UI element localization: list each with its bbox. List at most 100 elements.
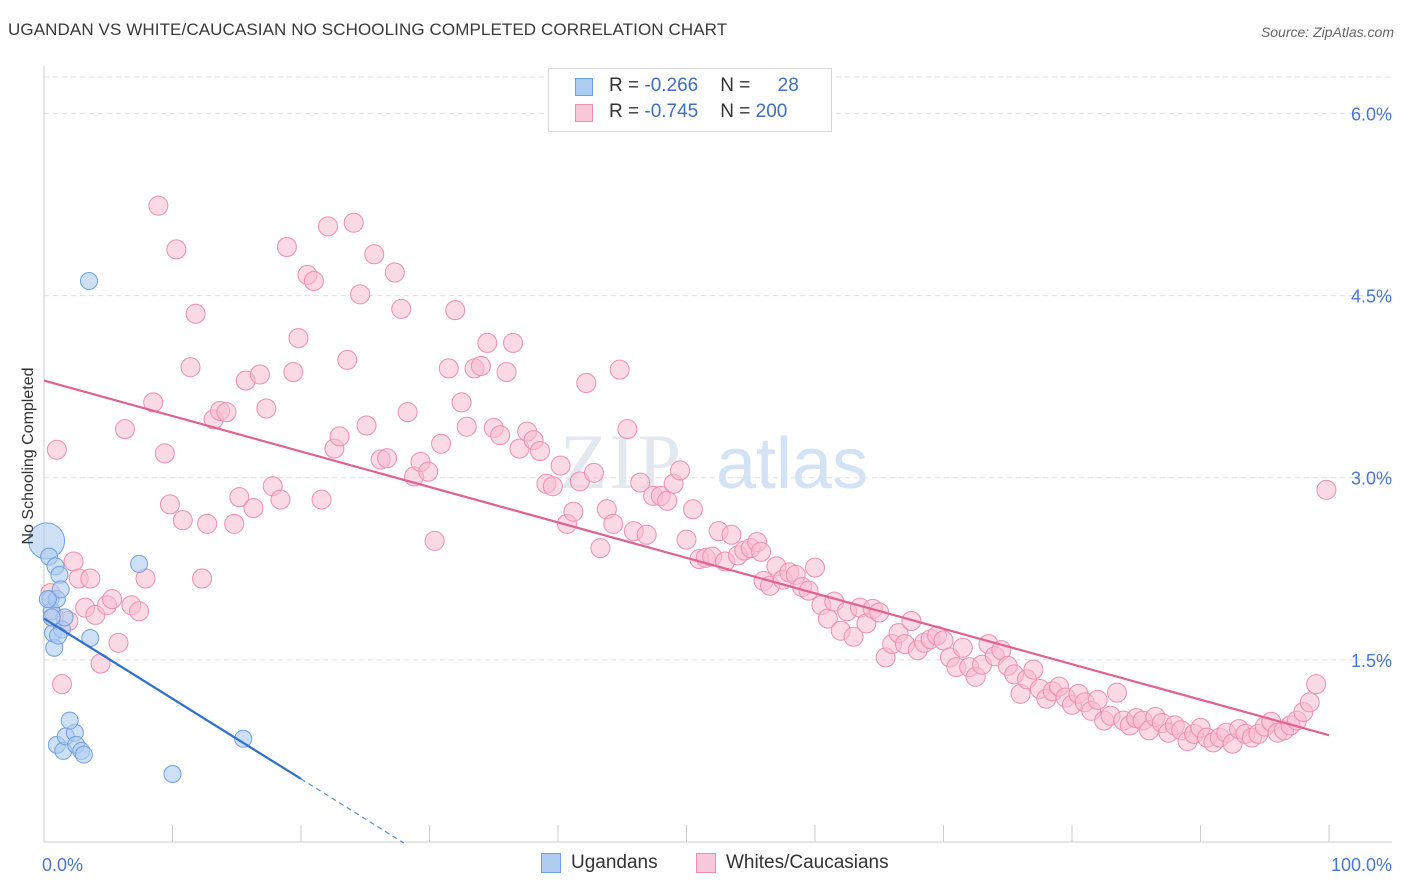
legend-r-label: R = bbox=[609, 101, 645, 122]
data-point-white bbox=[63, 551, 84, 572]
data-point-white bbox=[303, 271, 324, 291]
x-tick-label: 0.0% bbox=[42, 855, 83, 875]
data-point-white bbox=[283, 362, 304, 383]
data-point-white bbox=[438, 358, 459, 379]
data-point-white bbox=[1087, 689, 1108, 710]
data-point-white bbox=[636, 524, 657, 545]
data-point-white bbox=[496, 362, 517, 383]
data-point-white bbox=[1106, 682, 1127, 703]
data-point-ugandan bbox=[49, 626, 68, 645]
data-point-white bbox=[270, 489, 291, 510]
watermark-atlas: atlas bbox=[716, 424, 868, 504]
data-point-white bbox=[249, 364, 270, 385]
data-point-white bbox=[676, 529, 697, 550]
data-point-white bbox=[590, 538, 611, 559]
regression-line-ugandans bbox=[43, 617, 302, 780]
data-point-white bbox=[550, 455, 571, 476]
legend-n-value: 28 bbox=[777, 75, 799, 96]
data-point-white bbox=[609, 359, 630, 380]
data-point-white bbox=[148, 195, 169, 216]
data-point-ugandan bbox=[51, 580, 70, 599]
regression-line-whites bbox=[43, 379, 1330, 737]
data-point-white bbox=[329, 426, 350, 447]
data-point-white bbox=[682, 499, 703, 520]
data-point-white bbox=[751, 541, 772, 562]
data-point-white bbox=[108, 632, 129, 653]
data-point-white bbox=[311, 489, 332, 510]
data-point-ugandan bbox=[38, 590, 57, 609]
data-point-white bbox=[617, 419, 638, 440]
data-point-ugandan bbox=[60, 711, 79, 730]
data-point-white bbox=[397, 402, 418, 423]
y-tick-label: 3.0% bbox=[1351, 469, 1392, 489]
legend-r-label: R = bbox=[609, 75, 645, 96]
bottom-legend-swatch-blue bbox=[541, 853, 561, 873]
data-point-white bbox=[229, 487, 250, 508]
data-point-white bbox=[418, 461, 439, 482]
tick-labels: 1.5% 3.0% 4.5% 6.0% 0.0% 100.0% bbox=[42, 104, 1392, 875]
data-point-white bbox=[129, 601, 150, 622]
legend-r-value: -0.266 bbox=[644, 75, 699, 96]
data-point-white bbox=[317, 216, 338, 237]
data-point-white bbox=[224, 513, 245, 534]
data-point-white bbox=[657, 490, 678, 511]
x-tick-label: 100.0% bbox=[1331, 855, 1392, 875]
y-tick-label: 4.5% bbox=[1351, 287, 1392, 307]
data-point-white bbox=[384, 262, 405, 283]
data-point-white bbox=[377, 448, 398, 469]
bottom-legend-label: Ugandans bbox=[571, 852, 658, 873]
regression-lines bbox=[43, 379, 1330, 844]
data-point-white bbox=[424, 530, 445, 551]
data-point-white bbox=[530, 441, 551, 461]
data-point-white bbox=[563, 501, 584, 522]
data-point-white bbox=[451, 392, 472, 413]
data-point-white bbox=[503, 332, 524, 353]
legend-swatch-pink bbox=[575, 104, 593, 122]
legend-r-value: -0.745 bbox=[644, 101, 699, 122]
data-point-white bbox=[431, 433, 452, 454]
data-point-white bbox=[583, 462, 604, 483]
data-point-white bbox=[154, 443, 175, 464]
legend-n-value: 200 bbox=[755, 101, 788, 122]
data-point-white bbox=[542, 476, 563, 497]
series-whites-caucasians bbox=[40, 195, 1337, 754]
data-point-white bbox=[343, 212, 364, 233]
data-point-white bbox=[46, 439, 67, 460]
data-point-white bbox=[456, 416, 477, 437]
data-point-white bbox=[952, 637, 973, 658]
legend-n-label: N = bbox=[720, 75, 756, 96]
correlation-legend: R = -0.266 N = 28 R = -0.745 N = 200 bbox=[548, 68, 832, 132]
axis-layer bbox=[43, 66, 1392, 843]
series-ugandans bbox=[28, 272, 253, 783]
data-point-white bbox=[114, 419, 135, 440]
data-point-white bbox=[143, 392, 164, 413]
data-point-white bbox=[172, 510, 193, 531]
watermark: ZIP atlas bbox=[560, 418, 868, 505]
data-point-white bbox=[1299, 692, 1320, 713]
data-point-white bbox=[1306, 674, 1327, 695]
source-credit: Source: ZipAtlas.com bbox=[1260, 24, 1394, 40]
data-point-white bbox=[1316, 479, 1337, 500]
chart-title: UGANDAN VS WHITE/CAUCASIAN NO SCHOOLING … bbox=[8, 20, 728, 39]
data-point-white bbox=[256, 398, 277, 419]
data-point-white bbox=[630, 472, 651, 493]
data-point-white bbox=[670, 460, 691, 481]
data-point-white bbox=[576, 373, 597, 393]
data-point-white bbox=[470, 356, 491, 376]
data-point-ugandan bbox=[130, 554, 149, 573]
y-tick-label: 1.5% bbox=[1351, 651, 1392, 671]
data-point-white bbox=[102, 589, 123, 610]
data-point-white bbox=[192, 568, 213, 589]
legend-n-label: N = bbox=[720, 101, 756, 122]
data-point-white bbox=[276, 237, 297, 257]
data-point-white bbox=[364, 244, 385, 265]
data-point-white bbox=[243, 498, 264, 519]
data-point-white bbox=[869, 602, 890, 623]
data-point-white bbox=[843, 626, 864, 647]
grid-layer bbox=[44, 76, 1392, 661]
data-point-white bbox=[933, 630, 954, 651]
data-point-white bbox=[1023, 659, 1044, 680]
bottom-legend-label: Whites/Caucasians bbox=[726, 852, 889, 873]
data-point-white bbox=[80, 568, 101, 589]
data-point-white bbox=[477, 332, 498, 353]
